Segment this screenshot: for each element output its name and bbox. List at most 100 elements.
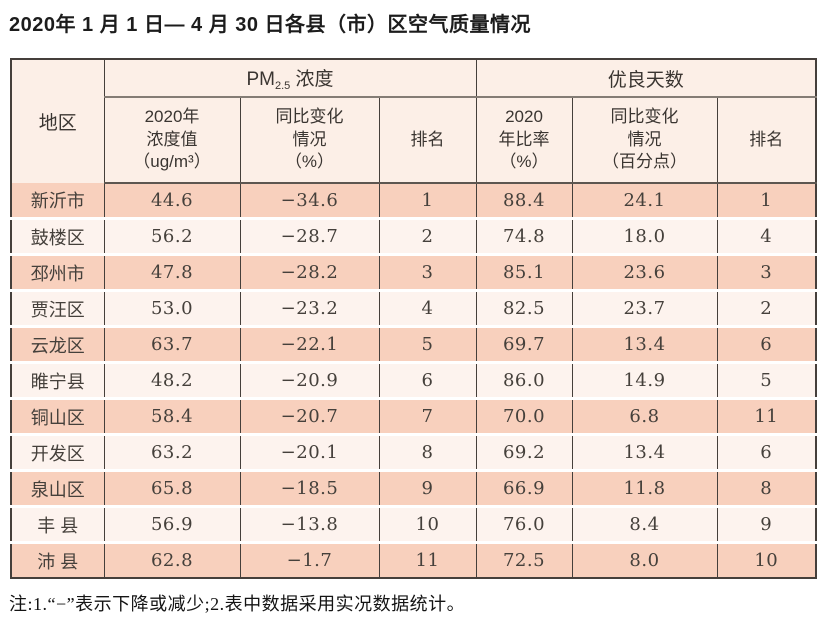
region-column-header: 地区: [11, 59, 105, 183]
pm-change-column-header: 同比变化 情况 （%）: [240, 97, 380, 184]
pm25-label-suffix: 浓度: [290, 69, 334, 90]
pm-rank-cell: 7: [379, 398, 477, 436]
pm-value-cell: 53.0: [104, 290, 241, 328]
region-cell: 泉山区: [11, 470, 105, 508]
region-cell: 睢宁县: [11, 362, 105, 400]
table-row: 泉山区 65.8 −18.5 9 66.9 11.8 8: [11, 470, 817, 508]
table-row: 睢宁县 48.2 −20.9 6 86.0 14.9 5: [11, 362, 817, 400]
pm-change-cell: −22.1: [240, 326, 380, 364]
pm-rank-cell: 2: [379, 218, 477, 256]
pm-change-cell: −20.7: [240, 398, 380, 436]
good-rank-cell: 11: [717, 398, 817, 436]
good-change-column-header: 同比变化 情况 （百分点）: [572, 97, 718, 184]
pm-rank-cell: 11: [379, 542, 477, 578]
good-change-cell: 24.1: [572, 183, 718, 220]
good-change-cell: 8.0: [572, 542, 718, 578]
pm-value-cell: 56.9: [104, 506, 241, 544]
pm25-label-prefix: PM: [246, 69, 275, 90]
pm-change-cell: −13.8: [240, 506, 380, 544]
good-rank-cell: 2: [717, 290, 817, 328]
page-title: 2020年 1 月 1 日— 4 月 30 日各县（市）区空气质量情况: [9, 14, 532, 36]
pm-value-cell: 63.2: [104, 434, 241, 472]
good-ratio-cell: 82.5: [476, 290, 573, 328]
table-row: 铜山区 58.4 −20.7 7 70.0 6.8 11: [11, 398, 817, 436]
pm-rank-cell: 1: [379, 183, 477, 220]
pm-change-cell: −28.2: [240, 254, 380, 292]
good-rank-column-header: 排名: [717, 97, 817, 184]
good-rank-cell: 6: [717, 326, 817, 364]
region-cell: 丰 县: [11, 506, 105, 544]
region-cell: 开发区: [11, 434, 105, 472]
pm-value-cell: 48.2: [104, 362, 241, 400]
pm-value-cell: 62.8: [104, 542, 241, 578]
good-rank-cell: 9: [717, 506, 817, 544]
pm-value-cell: 58.4: [104, 398, 241, 436]
table-row: 贾汪区 53.0 −23.2 4 82.5 23.7 2: [11, 290, 817, 328]
table-row: 丰 县 56.9 −13.8 10 76.0 8.4 9: [11, 506, 817, 544]
air-quality-table: 地区 PM2.5 浓度 优良天数 2020年 浓度值 （ug/m³） 同比变化 …: [10, 58, 818, 579]
pm-change-cell: −34.6: [240, 183, 380, 220]
footnote: 注:1.“−”表示下降或减少;2.表中数据采用实况数据统计。: [9, 594, 466, 614]
good-ratio-cell: 66.9: [476, 470, 573, 508]
pm-rank-cell: 10: [379, 506, 477, 544]
region-cell: 邳州市: [11, 254, 105, 292]
good-rank-cell: 6: [717, 434, 817, 472]
table-body: 新沂市 44.6 −34.6 1 88.4 24.1 1 鼓楼区 56.2 −28.7 2 74.8 1…: [11, 183, 817, 578]
pm-change-cell: −18.5: [240, 470, 380, 508]
good-ratio-cell: 72.5: [476, 542, 573, 578]
sub-header-row: 2020年 浓度值 （ug/m³） 同比变化 情况 （%） 排名 2020 年比…: [11, 97, 817, 184]
region-cell: 鼓楼区: [11, 218, 105, 256]
good-ratio-cell: 70.0: [476, 398, 573, 436]
good-rank-cell: 8: [717, 470, 817, 508]
pm-rank-cell: 5: [379, 326, 477, 364]
table-row: 新沂市 44.6 −34.6 1 88.4 24.1 1: [11, 183, 817, 220]
pm-value-cell: 47.8: [104, 254, 241, 292]
good-change-cell: 8.4: [572, 506, 718, 544]
good-change-cell: 13.4: [572, 326, 718, 364]
good-rank-cell: 1: [717, 183, 817, 220]
good-change-cell: 13.4: [572, 434, 718, 472]
pm-value-column-header: 2020年 浓度值 （ug/m³）: [104, 97, 241, 184]
good-change-cell: 11.8: [572, 470, 718, 508]
good-rank-cell: 4: [717, 218, 817, 256]
pm-rank-cell: 4: [379, 290, 477, 328]
pm-rank-cell: 8: [379, 434, 477, 472]
pm-value-cell: 65.8: [104, 470, 241, 508]
pm-rank-cell: 9: [379, 470, 477, 508]
good-change-cell: 23.7: [572, 290, 718, 328]
good-ratio-cell: 74.8: [476, 218, 573, 256]
good-change-cell: 23.6: [572, 254, 718, 292]
good-ratio-cell: 76.0: [476, 506, 573, 544]
region-cell: 沛 县: [11, 542, 105, 578]
good-change-cell: 6.8: [572, 398, 718, 436]
pm-change-cell: −20.9: [240, 362, 380, 400]
group-header-row: 地区 PM2.5 浓度 优良天数: [11, 59, 817, 183]
pm-change-cell: −28.7: [240, 218, 380, 256]
good-rank-cell: 3: [717, 254, 817, 292]
pm-rank-cell: 3: [379, 254, 477, 292]
pm-change-cell: −1.7: [240, 542, 380, 578]
table-row: 云龙区 63.7 −22.1 5 69.7 13.4 6: [11, 326, 817, 364]
good-rank-cell: 5: [717, 362, 817, 400]
table-header: 地区 PM2.5 浓度 优良天数 2020年 浓度值 （ug/m³） 同比变化 …: [11, 59, 817, 184]
region-cell: 云龙区: [11, 326, 105, 364]
good-rank-cell: 10: [717, 542, 817, 578]
good-ratio-cell: 88.4: [476, 183, 573, 220]
pm-rank-column-header: 排名: [379, 97, 477, 184]
good-change-cell: 14.9: [572, 362, 718, 400]
table-row: 邳州市 47.8 −28.2 3 85.1 23.6 3: [11, 254, 817, 292]
pm25-group-header: PM2.5 浓度: [104, 59, 477, 98]
pm-value-cell: 63.7: [104, 326, 241, 364]
good-ratio-cell: 86.0: [476, 362, 573, 400]
table-row: 开发区 63.2 −20.1 8 69.2 13.4 6: [11, 434, 817, 472]
pm-rank-cell: 6: [379, 362, 477, 400]
good-days-group-header: 优良天数: [476, 59, 817, 98]
good-ratio-cell: 85.1: [476, 254, 573, 292]
table-row: 鼓楼区 56.2 −28.7 2 74.8 18.0 4: [11, 218, 817, 256]
good-ratio-cell: 69.7: [476, 326, 573, 364]
good-ratio-column-header: 2020 年比率 （%）: [476, 97, 573, 184]
good-change-cell: 18.0: [572, 218, 718, 256]
pm25-label-subscript: 2.5: [274, 80, 291, 92]
region-cell: 贾汪区: [11, 290, 105, 328]
